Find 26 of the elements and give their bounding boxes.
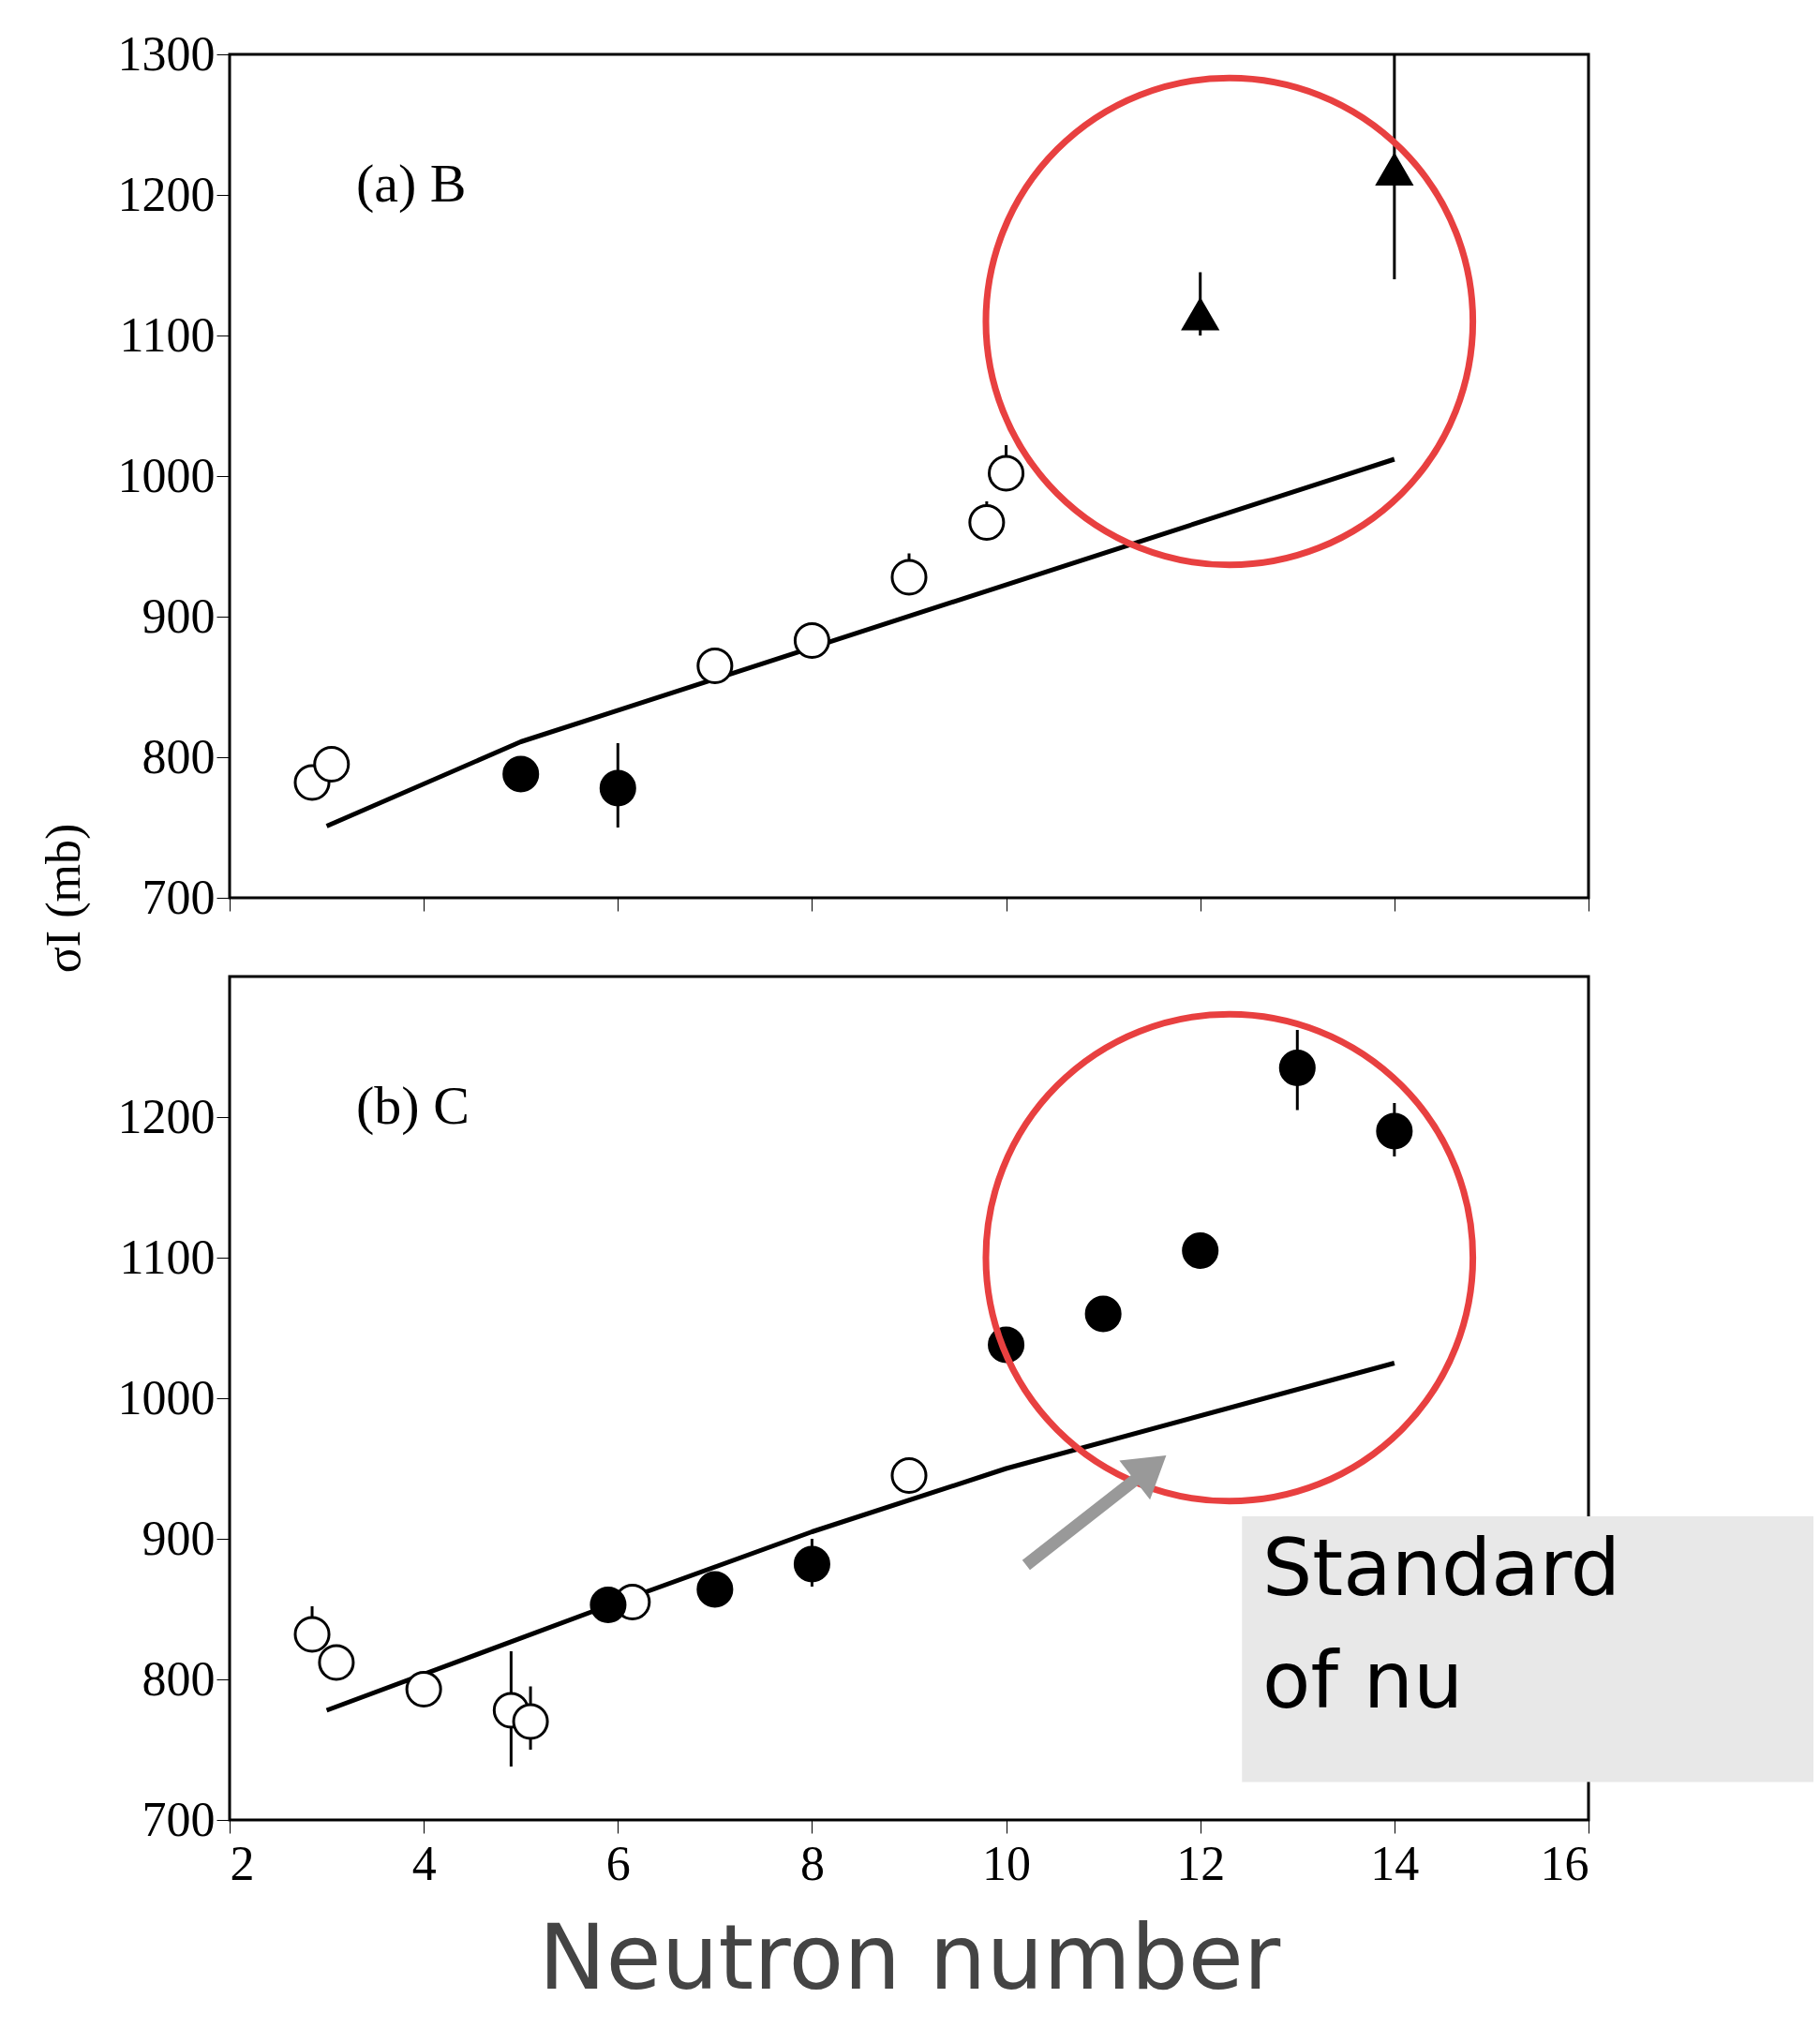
text: (a) B xyxy=(356,153,467,214)
y-tick-label: 900 xyxy=(142,1511,216,1565)
x-axis-title: Neutron number xyxy=(538,1904,1281,2010)
x-tick-label: 10 xyxy=(982,1836,1032,1890)
y-tick-label: 1200 xyxy=(117,1089,216,1143)
x-tick-label: 8 xyxy=(799,1836,825,1890)
x-tick-label: 14 xyxy=(1370,1836,1420,1890)
y-tick-label: 900 xyxy=(142,589,216,643)
y-tick-label: 1000 xyxy=(117,1370,216,1424)
text: (b) C xyxy=(356,1075,470,1136)
y-tick-label: 1000 xyxy=(117,448,216,502)
y-tick-label: 700 xyxy=(142,1792,216,1846)
y-tick-label: 1100 xyxy=(119,1230,216,1284)
x-tick-label: 2 xyxy=(230,1836,255,1890)
x-tick-label: 12 xyxy=(1176,1836,1226,1890)
annotation: Standard of nu xyxy=(1262,1522,1621,1726)
y-axis-title: σI (mb) xyxy=(36,823,91,974)
y-tick-label: 800 xyxy=(142,729,216,783)
y-tick-label: 700 xyxy=(142,870,216,924)
x-tick-label: 16 xyxy=(1540,1836,1589,1890)
x-tick-label: 6 xyxy=(605,1836,631,1890)
y-tick-label: 800 xyxy=(142,1651,216,1706)
y-tick-label: 1100 xyxy=(119,307,216,362)
y-tick-label: 1200 xyxy=(117,167,216,221)
y-tick-label: 1300 xyxy=(117,26,216,81)
x-tick-label: 4 xyxy=(411,1836,437,1890)
